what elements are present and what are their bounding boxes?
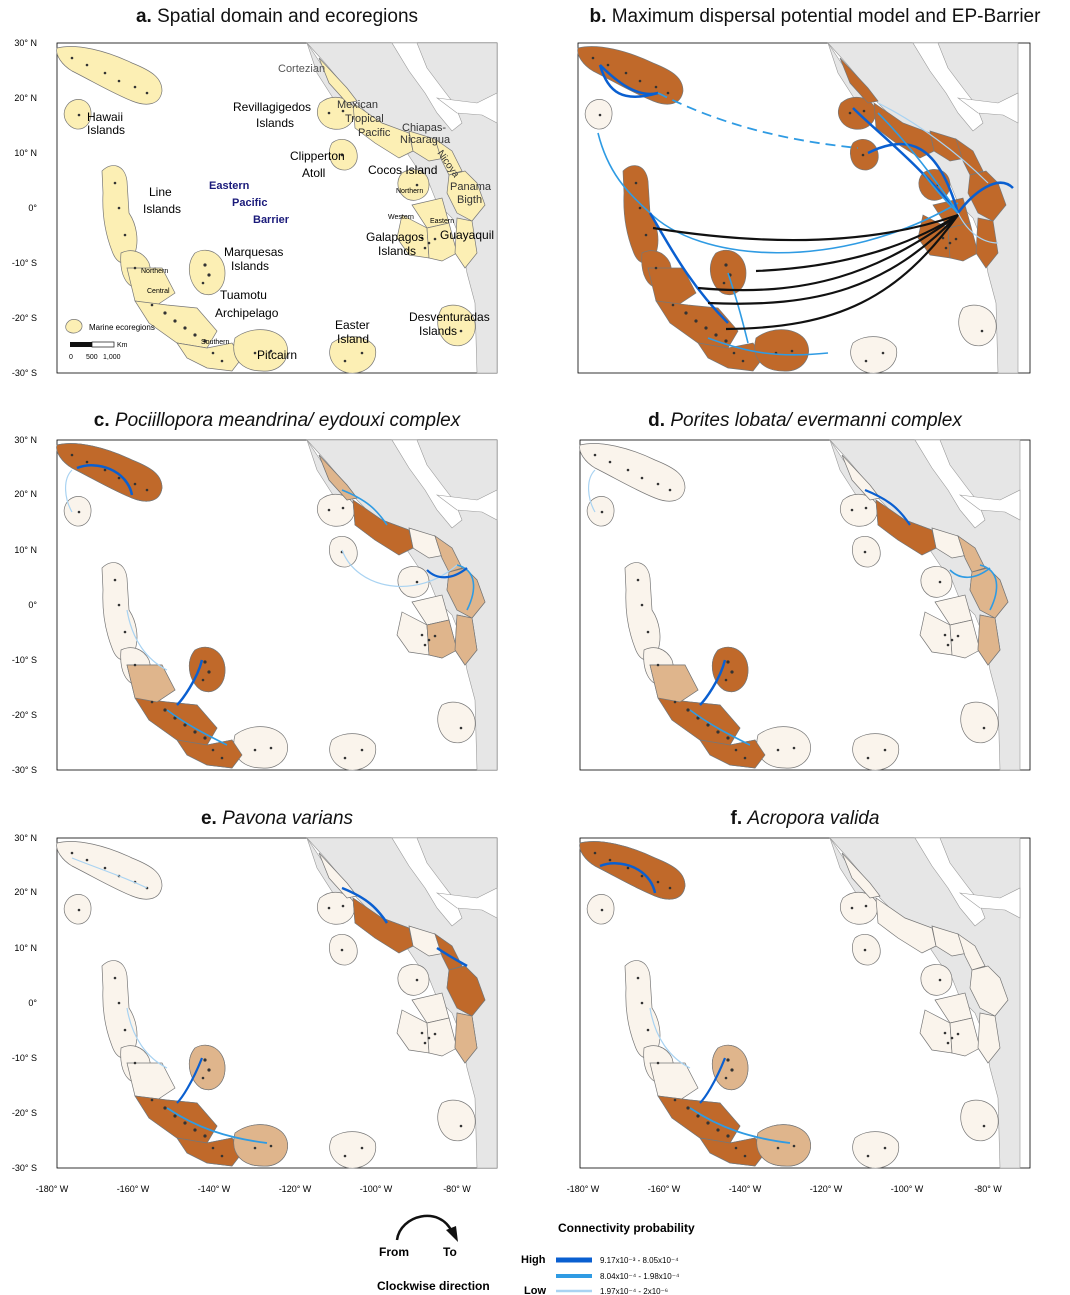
svg-text:-120° W: -120° W	[279, 1184, 312, 1194]
panel-b-title: b. Maximum dispersal potential model and…	[589, 6, 1041, 27]
label-line-islands: Line Islands	[143, 185, 181, 216]
svg-text:-140° W: -140° W	[729, 1184, 762, 1194]
svg-text:-140° W: -140° W	[198, 1184, 231, 1194]
svg-text:-80° W: -80° W	[974, 1184, 1002, 1194]
label-tuamotu: Tuamotu Archipelago	[215, 288, 279, 320]
label-mexican-tropical-pacific: Mexican Tropical Pacific	[337, 99, 391, 139]
connectivity-legend: Connectivity probability High Low 9.17x1…	[521, 1221, 695, 1295]
svg-text:-20° S: -20° S	[12, 1108, 37, 1118]
legend-ecoregions-label: Marine ecoregions	[89, 323, 155, 332]
legend-range-high: 9.17x10⁻³ - 8.05x10⁻⁴	[600, 1256, 679, 1265]
label-tuamotu-northern: Northern	[141, 268, 168, 275]
barrier-arrows	[652, 213, 959, 331]
svg-text:-20° S: -20° S	[12, 313, 37, 323]
direction-to: To	[443, 1245, 457, 1259]
label-galapagos-northern: Northern	[396, 188, 423, 195]
label-easter: Easter Island	[335, 318, 370, 346]
svg-text:30° N: 30° N	[14, 435, 37, 445]
label-galapagos-eastern: Eastern	[430, 218, 454, 225]
label-hawaii: Hawaii Islands	[87, 110, 125, 137]
label-cortezian: Cortezian	[278, 63, 325, 75]
svg-text:20° N: 20° N	[14, 489, 37, 499]
label-revillagigedos: Revillagigedos Islands	[233, 100, 311, 130]
label-galapagos-western: Western	[388, 214, 414, 221]
label-galapagos: Galapagos Islands	[366, 230, 424, 258]
svg-text:-100° W: -100° W	[360, 1184, 393, 1194]
label-pitcairn: Pitcairn	[257, 348, 297, 362]
panel-d-title: d. Porites lobata/ evermanni complex	[648, 410, 962, 431]
scale-tick-1000: 1,000	[103, 354, 121, 361]
legend-range-low: 1.97x10⁻⁴ - 2x10⁻⁶	[600, 1287, 668, 1295]
label-panama: Panama Bigth	[450, 181, 492, 206]
svg-text:20° N: 20° N	[14, 93, 37, 103]
svg-text:-10° S: -10° S	[12, 655, 37, 665]
svg-text:0°: 0°	[28, 600, 37, 610]
label-ep-barrier: Eastern Pacific Barrier	[209, 180, 290, 226]
scale-tick-0: 0	[69, 354, 73, 361]
svg-text:10° N: 10° N	[14, 148, 37, 158]
svg-text:0°: 0°	[28, 998, 37, 1008]
svg-text:-20° S: -20° S	[12, 710, 37, 720]
label-marquesas: Marquesas Islands	[224, 245, 283, 273]
panel-c-map	[56, 439, 498, 771]
svg-text:20° N: 20° N	[14, 887, 37, 897]
svg-text:-10° S: -10° S	[12, 1053, 37, 1063]
panel-f-title: f. Acropora valida	[730, 808, 880, 829]
lon-axis-labels: -180° W -160° W -140° W -120° W -100° W -80° …	[36, 1184, 1003, 1194]
label-chiapas: Chiapas-Nicaragua	[400, 122, 451, 146]
panel-f-map	[579, 837, 1031, 1169]
panel-d-map	[579, 439, 1031, 771]
svg-text:30° N: 30° N	[14, 833, 37, 843]
connectivity-high-label: High	[521, 1254, 546, 1266]
scale-unit: Km	[117, 342, 128, 349]
connectivity-title: Connectivity probability	[558, 1221, 695, 1235]
svg-text:-100° W: -100° W	[891, 1184, 924, 1194]
svg-text:-30° S: -30° S	[12, 765, 37, 775]
label-cocos: Cocos Island	[368, 163, 437, 177]
scale-tick-500: 500	[86, 354, 98, 361]
svg-text:0°: 0°	[28, 203, 37, 213]
legend-range-mid: 8.04x10⁻⁴ - 1.98x10⁻⁴	[600, 1272, 680, 1281]
label-guayaquil: Guayaquil	[440, 228, 494, 242]
connectivity-low-label: Low	[524, 1285, 546, 1295]
connectivity-lines-b	[597, 64, 1014, 356]
panel-a-title: a. Spatial domain and ecoregions	[135, 6, 419, 27]
label-tuamotu-southern: Southern	[201, 339, 230, 346]
clockwise-arrow-icon	[395, 1214, 454, 1241]
map-legend: Marine ecoregions Km 0 500 1,000	[65, 319, 155, 361]
lat-axis-labels: 30° N 20° N 10° N 0° -10° S -20° S -30° S 30° …	[12, 38, 38, 1173]
svg-text:-180° W: -180° W	[567, 1184, 600, 1194]
panel-e-map	[56, 837, 498, 1169]
svg-text:-160° W: -160° W	[117, 1184, 150, 1194]
label-clipperton: Clipperton Atoll	[290, 149, 345, 180]
panel-b-map	[577, 42, 1031, 374]
svg-text:-10° S: -10° S	[12, 258, 37, 268]
svg-text:-30° S: -30° S	[12, 368, 37, 378]
svg-text:-30° S: -30° S	[12, 1163, 37, 1173]
direction-caption: Clockwise direction	[377, 1279, 490, 1293]
svg-text:-180° W: -180° W	[36, 1184, 69, 1194]
svg-text:-120° W: -120° W	[810, 1184, 843, 1194]
label-desventuradas: Desventuradas Islands	[409, 310, 490, 338]
panel-c-title: c. Pociillopora meandrina/ eydouxi compl…	[93, 410, 461, 431]
svg-text:-160° W: -160° W	[648, 1184, 681, 1194]
svg-text:30° N: 30° N	[14, 38, 37, 48]
direction-legend: From To Clockwise direction	[377, 1214, 490, 1293]
label-tuamotu-central: Central	[147, 288, 170, 295]
direction-from: From	[379, 1245, 409, 1259]
panel-a-map: Hawaii Islands Line Islands Marquesas Islan…	[56, 42, 498, 374]
svg-text:-80° W: -80° W	[443, 1184, 471, 1194]
svg-text:10° N: 10° N	[14, 545, 37, 555]
svg-text:10° N: 10° N	[14, 943, 37, 953]
panel-e-title: e. Pavona varians	[200, 808, 354, 829]
